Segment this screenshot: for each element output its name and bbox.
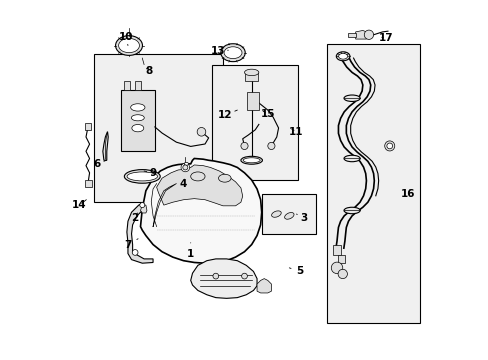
Text: 15: 15 bbox=[260, 109, 274, 119]
Ellipse shape bbox=[184, 162, 188, 165]
Polygon shape bbox=[121, 90, 155, 151]
Ellipse shape bbox=[241, 156, 262, 164]
Ellipse shape bbox=[127, 172, 157, 181]
Text: 4: 4 bbox=[180, 179, 187, 189]
Polygon shape bbox=[257, 279, 271, 293]
Circle shape bbox=[337, 269, 346, 279]
Polygon shape bbox=[85, 123, 91, 130]
Circle shape bbox=[212, 273, 218, 279]
Circle shape bbox=[183, 165, 187, 170]
Circle shape bbox=[132, 249, 138, 255]
Polygon shape bbox=[140, 205, 147, 213]
Ellipse shape bbox=[336, 52, 349, 61]
Circle shape bbox=[140, 203, 144, 208]
Ellipse shape bbox=[244, 69, 258, 76]
Text: 1: 1 bbox=[187, 243, 194, 258]
Ellipse shape bbox=[344, 207, 360, 214]
FancyBboxPatch shape bbox=[94, 54, 223, 202]
Ellipse shape bbox=[338, 53, 347, 59]
Text: 2: 2 bbox=[131, 213, 139, 222]
Ellipse shape bbox=[132, 125, 143, 132]
Circle shape bbox=[241, 142, 247, 149]
Polygon shape bbox=[156, 165, 242, 206]
Ellipse shape bbox=[218, 174, 230, 182]
Text: 11: 11 bbox=[289, 127, 303, 136]
Circle shape bbox=[384, 141, 394, 151]
FancyBboxPatch shape bbox=[326, 44, 419, 323]
Polygon shape bbox=[247, 92, 258, 110]
Ellipse shape bbox=[243, 158, 260, 163]
Circle shape bbox=[330, 262, 342, 274]
Text: 7: 7 bbox=[124, 239, 138, 249]
Polygon shape bbox=[337, 255, 344, 263]
Text: 12: 12 bbox=[217, 110, 237, 121]
Text: 14: 14 bbox=[72, 200, 87, 210]
Ellipse shape bbox=[124, 170, 160, 183]
Polygon shape bbox=[102, 132, 108, 160]
Text: 3: 3 bbox=[296, 213, 306, 222]
Ellipse shape bbox=[119, 39, 139, 53]
Ellipse shape bbox=[224, 47, 242, 59]
Text: 16: 16 bbox=[400, 189, 414, 199]
Ellipse shape bbox=[131, 115, 144, 121]
Ellipse shape bbox=[344, 155, 360, 162]
Text: 10: 10 bbox=[119, 32, 133, 45]
Ellipse shape bbox=[344, 95, 360, 102]
FancyBboxPatch shape bbox=[212, 65, 298, 180]
Ellipse shape bbox=[284, 212, 293, 219]
Polygon shape bbox=[85, 180, 92, 187]
Polygon shape bbox=[244, 72, 258, 81]
Circle shape bbox=[267, 142, 274, 149]
Polygon shape bbox=[135, 81, 140, 90]
Polygon shape bbox=[333, 244, 340, 255]
Polygon shape bbox=[124, 81, 129, 90]
Text: 8: 8 bbox=[145, 66, 153, 76]
Text: 5: 5 bbox=[289, 266, 303, 276]
Circle shape bbox=[241, 273, 247, 279]
FancyBboxPatch shape bbox=[262, 194, 316, 234]
Ellipse shape bbox=[271, 211, 281, 217]
Text: 17: 17 bbox=[378, 33, 393, 43]
Ellipse shape bbox=[190, 172, 204, 181]
Ellipse shape bbox=[221, 44, 244, 62]
Polygon shape bbox=[126, 203, 153, 263]
Polygon shape bbox=[335, 58, 373, 248]
Text: 13: 13 bbox=[210, 46, 228, 56]
Polygon shape bbox=[190, 259, 257, 298]
Circle shape bbox=[197, 127, 205, 136]
Polygon shape bbox=[355, 31, 366, 39]
Ellipse shape bbox=[115, 36, 142, 55]
Text: 9: 9 bbox=[144, 168, 156, 178]
Polygon shape bbox=[140, 158, 261, 263]
Circle shape bbox=[386, 143, 392, 149]
Text: 6: 6 bbox=[94, 159, 106, 169]
Circle shape bbox=[181, 163, 189, 172]
Ellipse shape bbox=[130, 104, 144, 111]
Circle shape bbox=[364, 30, 373, 40]
Polygon shape bbox=[348, 33, 355, 37]
